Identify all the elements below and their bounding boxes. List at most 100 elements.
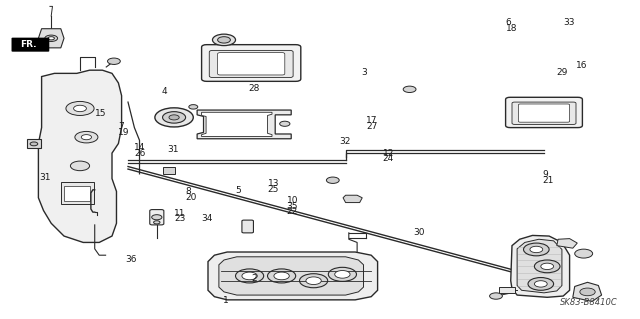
Circle shape <box>236 269 264 283</box>
Text: 13: 13 <box>268 179 279 188</box>
Circle shape <box>300 274 328 288</box>
Circle shape <box>326 177 339 183</box>
Circle shape <box>189 105 198 109</box>
Text: 11: 11 <box>174 209 186 218</box>
Text: 27: 27 <box>366 122 378 131</box>
Circle shape <box>154 221 160 224</box>
Circle shape <box>534 260 560 273</box>
Text: 21: 21 <box>543 176 554 185</box>
Polygon shape <box>38 70 122 242</box>
Polygon shape <box>202 112 272 137</box>
Circle shape <box>75 131 98 143</box>
Circle shape <box>328 267 356 281</box>
Circle shape <box>242 272 257 280</box>
Circle shape <box>530 246 543 253</box>
Circle shape <box>169 115 179 120</box>
Text: 30: 30 <box>413 228 424 237</box>
Text: 32: 32 <box>339 137 351 146</box>
FancyBboxPatch shape <box>150 210 164 225</box>
Text: 16: 16 <box>576 61 588 70</box>
Text: 26: 26 <box>134 149 146 158</box>
Text: 22: 22 <box>287 207 298 216</box>
Text: 24: 24 <box>383 154 394 163</box>
Text: 6: 6 <box>506 19 511 27</box>
Circle shape <box>268 269 296 283</box>
Text: 28: 28 <box>248 84 260 93</box>
Polygon shape <box>38 29 64 48</box>
Text: 35: 35 <box>287 202 298 211</box>
Circle shape <box>274 272 289 280</box>
Polygon shape <box>511 235 570 297</box>
Text: 19: 19 <box>118 128 130 137</box>
Circle shape <box>152 215 162 220</box>
Text: 15: 15 <box>95 109 106 118</box>
Text: 10: 10 <box>287 196 298 205</box>
Circle shape <box>541 263 554 270</box>
Polygon shape <box>573 282 602 301</box>
Polygon shape <box>197 110 291 139</box>
Circle shape <box>48 37 54 40</box>
Text: 17: 17 <box>366 116 378 125</box>
FancyBboxPatch shape <box>218 53 285 75</box>
Bar <box>27 139 41 148</box>
FancyBboxPatch shape <box>237 123 246 134</box>
Text: 2: 2 <box>251 274 257 283</box>
FancyBboxPatch shape <box>12 38 49 52</box>
Text: 18: 18 <box>506 24 517 33</box>
Polygon shape <box>208 252 378 300</box>
Text: 7: 7 <box>118 122 124 130</box>
Text: 31: 31 <box>40 173 51 182</box>
Text: 20: 20 <box>186 193 197 202</box>
Text: 14: 14 <box>134 143 146 152</box>
Circle shape <box>575 249 593 258</box>
Polygon shape <box>557 239 577 248</box>
Circle shape <box>108 58 120 64</box>
Circle shape <box>524 243 549 256</box>
Text: 29: 29 <box>557 68 568 77</box>
Circle shape <box>81 135 92 140</box>
Text: 12: 12 <box>383 149 394 158</box>
Polygon shape <box>219 257 364 295</box>
FancyBboxPatch shape <box>512 102 576 124</box>
FancyBboxPatch shape <box>209 50 293 78</box>
Text: 8: 8 <box>186 187 191 196</box>
Text: 36: 36 <box>125 256 136 264</box>
FancyBboxPatch shape <box>242 220 253 233</box>
Circle shape <box>30 142 38 146</box>
Circle shape <box>534 281 547 287</box>
Circle shape <box>74 105 86 112</box>
Bar <box>64 186 90 201</box>
Circle shape <box>335 271 350 278</box>
Circle shape <box>403 86 416 93</box>
Circle shape <box>280 121 290 126</box>
Text: 9: 9 <box>543 170 548 179</box>
FancyBboxPatch shape <box>506 97 582 128</box>
FancyBboxPatch shape <box>202 45 301 81</box>
Text: 3: 3 <box>362 68 367 77</box>
Circle shape <box>45 35 58 41</box>
Circle shape <box>580 288 595 296</box>
Text: 1: 1 <box>223 296 228 305</box>
Text: 33: 33 <box>563 19 575 27</box>
Text: 5: 5 <box>236 186 241 195</box>
Circle shape <box>155 108 193 127</box>
Circle shape <box>218 37 230 43</box>
Circle shape <box>490 293 502 299</box>
Bar <box>61 182 94 204</box>
Text: SK83-B8410C: SK83-B8410C <box>560 298 618 307</box>
Circle shape <box>528 278 554 290</box>
Circle shape <box>237 124 246 128</box>
Circle shape <box>306 277 321 285</box>
Circle shape <box>212 34 236 46</box>
Polygon shape <box>517 239 562 293</box>
Bar <box>163 167 175 174</box>
Text: 25: 25 <box>268 185 279 194</box>
Circle shape <box>70 161 90 171</box>
Text: 34: 34 <box>202 214 213 223</box>
Text: 4: 4 <box>162 87 168 96</box>
Circle shape <box>163 112 186 123</box>
Polygon shape <box>343 195 362 203</box>
Text: 23: 23 <box>174 214 186 223</box>
FancyBboxPatch shape <box>518 104 570 122</box>
Text: FR.: FR. <box>20 40 37 49</box>
